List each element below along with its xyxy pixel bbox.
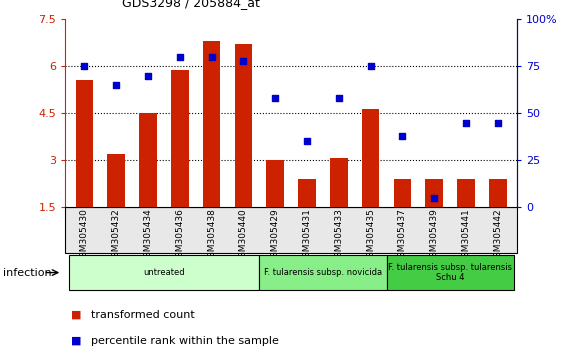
Bar [260, 255, 386, 290]
Bar [394, 179, 411, 207]
Bar [203, 41, 220, 207]
Text: ■: ■ [71, 336, 81, 346]
Point [176, 54, 185, 60]
Text: untreated: untreated [143, 268, 185, 277]
Bar [330, 158, 348, 207]
Bar [489, 179, 507, 207]
Bar [235, 45, 252, 207]
Bar [266, 160, 284, 207]
Bar [76, 80, 93, 207]
Point [112, 82, 121, 88]
Text: GDS3298 / 205884_at: GDS3298 / 205884_at [122, 0, 260, 9]
Bar [298, 179, 316, 207]
Bar [107, 154, 125, 207]
Bar [171, 69, 189, 207]
Bar [362, 109, 379, 207]
Point [398, 133, 407, 139]
Point [493, 120, 502, 126]
Point [80, 64, 89, 69]
Text: percentile rank within the sample: percentile rank within the sample [91, 336, 279, 346]
Text: transformed count: transformed count [91, 310, 195, 320]
Point [429, 195, 438, 200]
Point [366, 64, 375, 69]
Bar [425, 179, 443, 207]
Point [144, 73, 153, 79]
Bar [69, 255, 260, 290]
Text: ■: ■ [71, 310, 81, 320]
Bar [139, 113, 157, 207]
Point [334, 96, 343, 101]
Point [271, 96, 280, 101]
Text: F. tularensis subsp. tularensis
Schu 4: F. tularensis subsp. tularensis Schu 4 [388, 263, 512, 282]
Point [207, 54, 216, 60]
Text: infection: infection [3, 268, 52, 278]
Bar [457, 179, 475, 207]
Point [239, 58, 248, 64]
Bar [386, 255, 513, 290]
Point [461, 120, 470, 126]
Text: F. tularensis subsp. novicida: F. tularensis subsp. novicida [264, 268, 382, 277]
Point [302, 138, 311, 144]
